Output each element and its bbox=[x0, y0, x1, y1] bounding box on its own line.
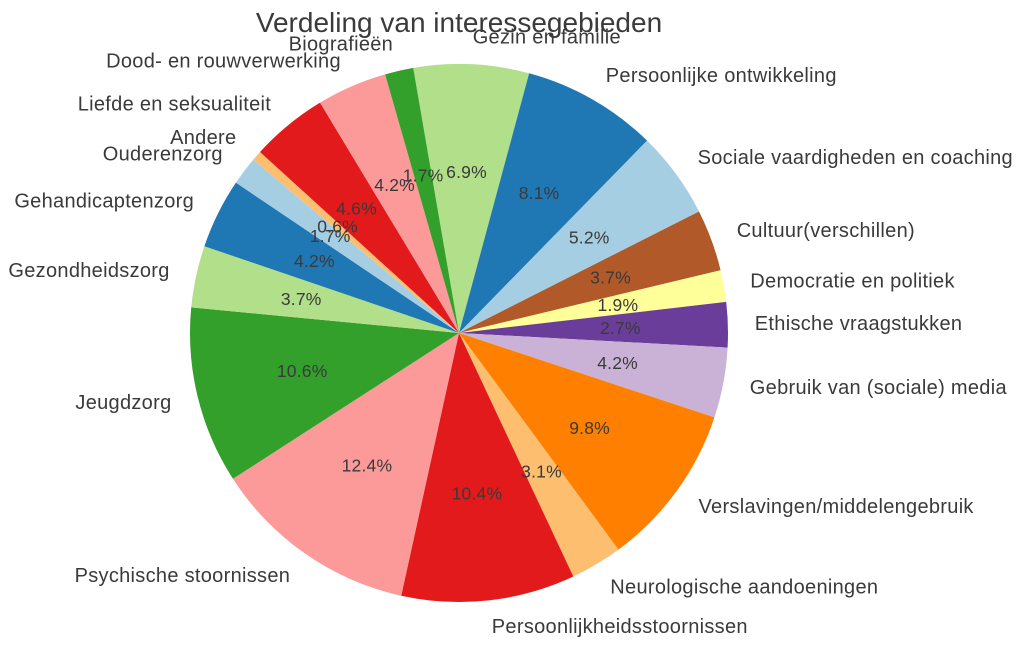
svg-text:Dood- en rouwverwerking: Dood- en rouwverwerking bbox=[106, 51, 341, 73]
svg-text:8.1%: 8.1% bbox=[519, 183, 560, 203]
svg-text:5.2%: 5.2% bbox=[569, 228, 610, 248]
svg-text:Verslavingen/middelengebruik: Verslavingen/middelengebruik bbox=[699, 496, 975, 518]
svg-text:Democratie en politiek: Democratie en politiek bbox=[750, 270, 955, 292]
svg-text:Andere: Andere bbox=[170, 127, 236, 149]
svg-text:3.1%: 3.1% bbox=[521, 462, 562, 482]
svg-text:3.7%: 3.7% bbox=[281, 289, 322, 309]
svg-text:Gezondheidszorg: Gezondheidszorg bbox=[8, 260, 169, 282]
svg-text:2.7%: 2.7% bbox=[600, 318, 641, 338]
svg-text:Persoonlijke ontwikkeling: Persoonlijke ontwikkeling bbox=[606, 65, 837, 87]
svg-text:Sociale vaardigheden en coachi: Sociale vaardigheden en coaching bbox=[698, 147, 1013, 169]
svg-text:Gehandicaptenzorg: Gehandicaptenzorg bbox=[14, 190, 194, 212]
svg-text:4.2%: 4.2% bbox=[374, 175, 415, 195]
svg-text:Gebruik van (sociale) media: Gebruik van (sociale) media bbox=[750, 377, 1008, 399]
svg-text:Biografieën: Biografieën bbox=[289, 34, 393, 56]
svg-text:3.7%: 3.7% bbox=[590, 267, 631, 287]
svg-text:Ouderenzorg: Ouderenzorg bbox=[103, 144, 223, 166]
svg-text:Jeugdzorg: Jeugdzorg bbox=[75, 392, 171, 414]
svg-text:10.4%: 10.4% bbox=[452, 483, 503, 503]
svg-text:Persoonlijkheidsstoornissen: Persoonlijkheidsstoornissen bbox=[492, 616, 748, 638]
svg-text:Liefde en seksualiteit: Liefde en seksualiteit bbox=[78, 93, 272, 115]
svg-text:Verdeling van interessegebiede: Verdeling van interessegebieden bbox=[256, 7, 662, 38]
svg-text:1.7%: 1.7% bbox=[403, 166, 444, 186]
svg-text:0.6%: 0.6% bbox=[317, 217, 358, 237]
svg-text:Cultuur(verschillen): Cultuur(verschillen) bbox=[737, 220, 915, 242]
svg-text:4.2%: 4.2% bbox=[294, 251, 335, 271]
svg-text:4.2%: 4.2% bbox=[597, 353, 638, 373]
svg-text:9.8%: 9.8% bbox=[569, 418, 610, 438]
svg-text:1.7%: 1.7% bbox=[310, 226, 351, 246]
svg-text:12.4%: 12.4% bbox=[342, 456, 393, 476]
svg-text:Ethische vraagstukken: Ethische vraagstukken bbox=[755, 313, 963, 335]
svg-text:Gezin en familie: Gezin en familie bbox=[473, 26, 621, 48]
svg-text:4.6%: 4.6% bbox=[336, 198, 377, 218]
svg-text:6.9%: 6.9% bbox=[446, 162, 487, 182]
svg-text:10.6%: 10.6% bbox=[277, 361, 328, 381]
svg-text:1.9%: 1.9% bbox=[598, 295, 639, 315]
svg-text:Psychische stoornissen: Psychische stoornissen bbox=[75, 565, 291, 587]
svg-text:Neurologische aandoeningen: Neurologische aandoeningen bbox=[610, 576, 878, 598]
